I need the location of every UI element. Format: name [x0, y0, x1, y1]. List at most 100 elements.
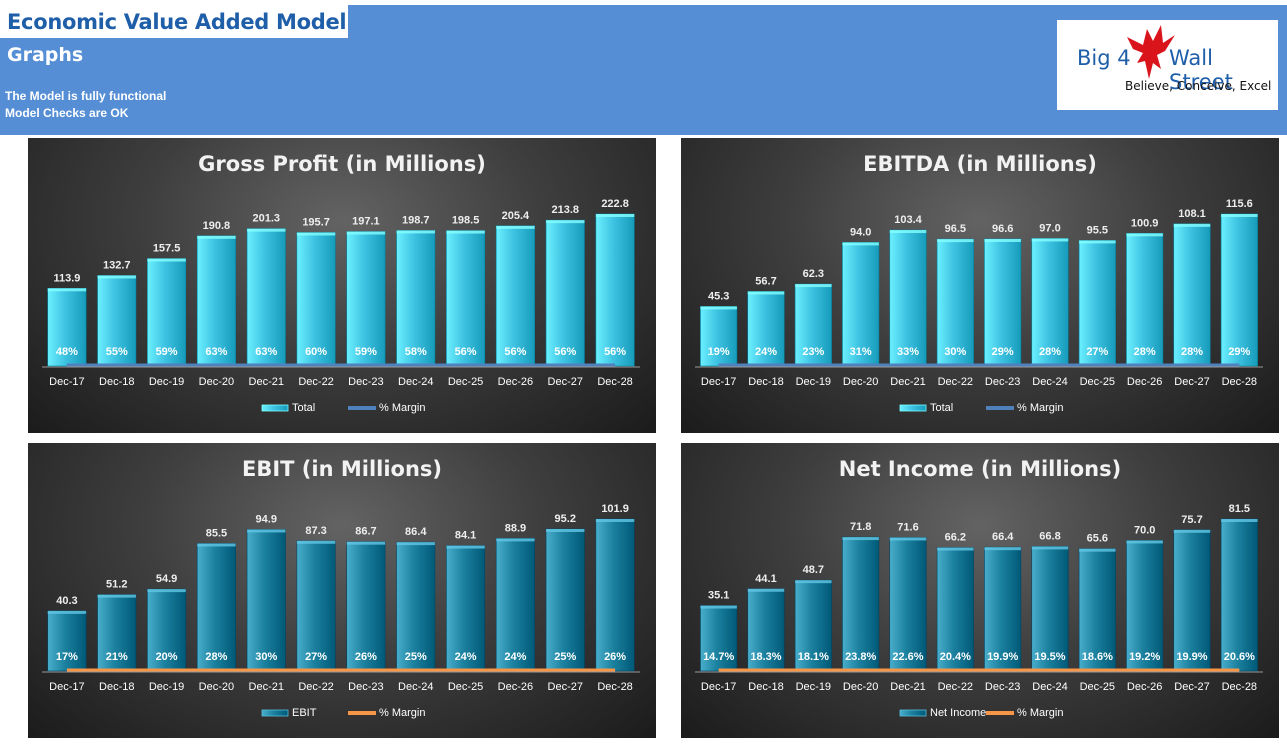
chart-panel-ebit: EBIT (in Millions) 40.3 17% Dec-17 51.2 21% De…	[28, 443, 656, 738]
value-label: 51.2	[106, 579, 127, 591]
value-label: 87.3	[305, 525, 326, 537]
bar-Dec-18	[97, 275, 137, 367]
value-label: 197.1	[352, 216, 380, 228]
legend-label-margin: % Margin	[379, 707, 425, 719]
margin-label: 18.6%	[1082, 651, 1113, 663]
bar-Dec-28	[595, 518, 635, 672]
x-tick-label: Dec-21	[890, 681, 925, 693]
x-tick-label: Dec-18	[748, 681, 783, 693]
margin-label: 20%	[156, 651, 178, 663]
x-tick-label: Dec-18	[748, 376, 783, 388]
value-label: 86.7	[355, 526, 376, 538]
bar-Dec-26	[495, 225, 535, 367]
value-label: 198.5	[452, 215, 480, 227]
value-label: 100.9	[1131, 217, 1159, 229]
bar-highlight	[1079, 548, 1116, 552]
margin-label: 19.2%	[1129, 651, 1160, 663]
x-tick-label: Dec-23	[985, 376, 1020, 388]
value-label: 66.2	[945, 532, 966, 544]
margin-label: 18.3%	[750, 651, 781, 663]
bar-highlight	[937, 547, 974, 551]
x-tick-label: Dec-20	[199, 681, 234, 693]
value-label: 115.6	[1226, 198, 1253, 210]
margin-label: 56%	[604, 346, 626, 358]
margin-label: 55%	[106, 346, 128, 358]
bar-Dec-27	[545, 528, 585, 672]
logo-brand-right: Wall Street	[1169, 46, 1233, 94]
x-tick-label: Dec-17	[701, 681, 736, 693]
logo-tagline: Believe, Conceive, Excel	[1125, 79, 1272, 93]
bar-Dec-17	[47, 287, 87, 367]
value-label: 222.8	[601, 198, 629, 210]
bar-highlight	[1221, 519, 1258, 522]
bar-highlight	[1031, 546, 1069, 550]
x-tick-label: Dec-24	[1032, 376, 1067, 388]
x-tick-label: Dec-23	[348, 376, 383, 388]
x-tick-label: Dec-18	[99, 681, 134, 693]
x-tick-label: Dec-21	[249, 376, 284, 388]
legend-label-bars: EBIT	[292, 707, 317, 719]
bar-Dec-22	[936, 547, 974, 672]
x-tick-label: Dec-24	[398, 681, 433, 693]
value-label: 157.5	[153, 243, 181, 255]
bar-Dec-24	[396, 230, 436, 367]
bar-Dec-28	[595, 213, 635, 367]
red-eagle-icon	[1127, 25, 1175, 79]
x-tick-label: Dec-17	[701, 376, 736, 388]
margin-label: 21%	[106, 651, 128, 663]
value-label: 66.4	[992, 531, 1014, 543]
bar-highlight	[496, 538, 535, 542]
value-label: 81.5	[1229, 503, 1250, 515]
bar-highlight	[889, 230, 927, 234]
margin-label: 26%	[355, 651, 377, 663]
bar-highlight	[937, 239, 974, 243]
margin-label: 28%	[205, 651, 227, 663]
chart-title: EBIT (in Millions)	[242, 457, 442, 481]
value-label: 56.7	[755, 275, 776, 287]
status-line-model: The Model is fully functional	[5, 89, 167, 103]
legend-bar-swatch	[899, 709, 927, 717]
margin-label: 24%	[755, 346, 777, 358]
bar-Dec-25	[1078, 548, 1116, 672]
value-label: 96.6	[992, 223, 1013, 235]
bar-highlight	[1031, 238, 1069, 242]
bar-highlight	[747, 588, 785, 592]
margin-label: 14.7%	[703, 651, 734, 663]
legend-label-bars: Total	[930, 402, 953, 414]
bar-highlight	[197, 235, 236, 239]
chart-panel-net-income: Net Income (in Millions) 35.1 14.7% Dec-17 4…	[681, 443, 1279, 738]
legend-label-margin: % Margin	[1017, 402, 1063, 414]
bar-highlight	[546, 220, 585, 224]
bar-Dec-23	[346, 231, 386, 367]
chart-panel-gross-profit: Gross Profit (in Millions) 113.9 48% Dec-17…	[28, 138, 656, 433]
value-label: 40.3	[56, 595, 77, 607]
chart-title: EBITDA (in Millions)	[863, 152, 1097, 176]
margin-label: 25%	[405, 651, 427, 663]
margin-label: 26%	[604, 651, 626, 663]
margin-label: 58%	[405, 346, 427, 358]
bar-Dec-26	[1126, 233, 1164, 367]
x-tick-label: Dec-20	[843, 681, 878, 693]
margin-label: 23%	[802, 346, 824, 358]
bar-Dec-26	[495, 538, 535, 672]
x-tick-label: Dec-19	[149, 376, 184, 388]
value-label: 70.0	[1134, 524, 1155, 536]
x-tick-label: Dec-27	[548, 376, 583, 388]
x-tick-label: Dec-23	[985, 681, 1020, 693]
margin-label: 19.5%	[1034, 651, 1065, 663]
x-tick-label: Dec-21	[890, 376, 925, 388]
margin-label: 56%	[554, 346, 576, 358]
margin-label: 20.6%	[1224, 651, 1255, 663]
bar-highlight	[795, 284, 832, 288]
x-tick-label: Dec-18	[99, 376, 134, 388]
bar-Dec-22	[296, 540, 336, 672]
value-label: 84.1	[455, 530, 476, 542]
bar-Dec-28	[1220, 518, 1258, 672]
x-tick-label: Dec-21	[249, 681, 284, 693]
margin-label: 30%	[944, 346, 966, 358]
bar-highlight	[984, 547, 1021, 551]
bar-highlight	[446, 545, 485, 549]
margin-label: 28%	[1039, 346, 1061, 358]
net-income-chart: Net Income (in Millions) 35.1 14.7% Dec-17 4…	[695, 457, 1263, 719]
margin-label: 27%	[305, 651, 327, 663]
